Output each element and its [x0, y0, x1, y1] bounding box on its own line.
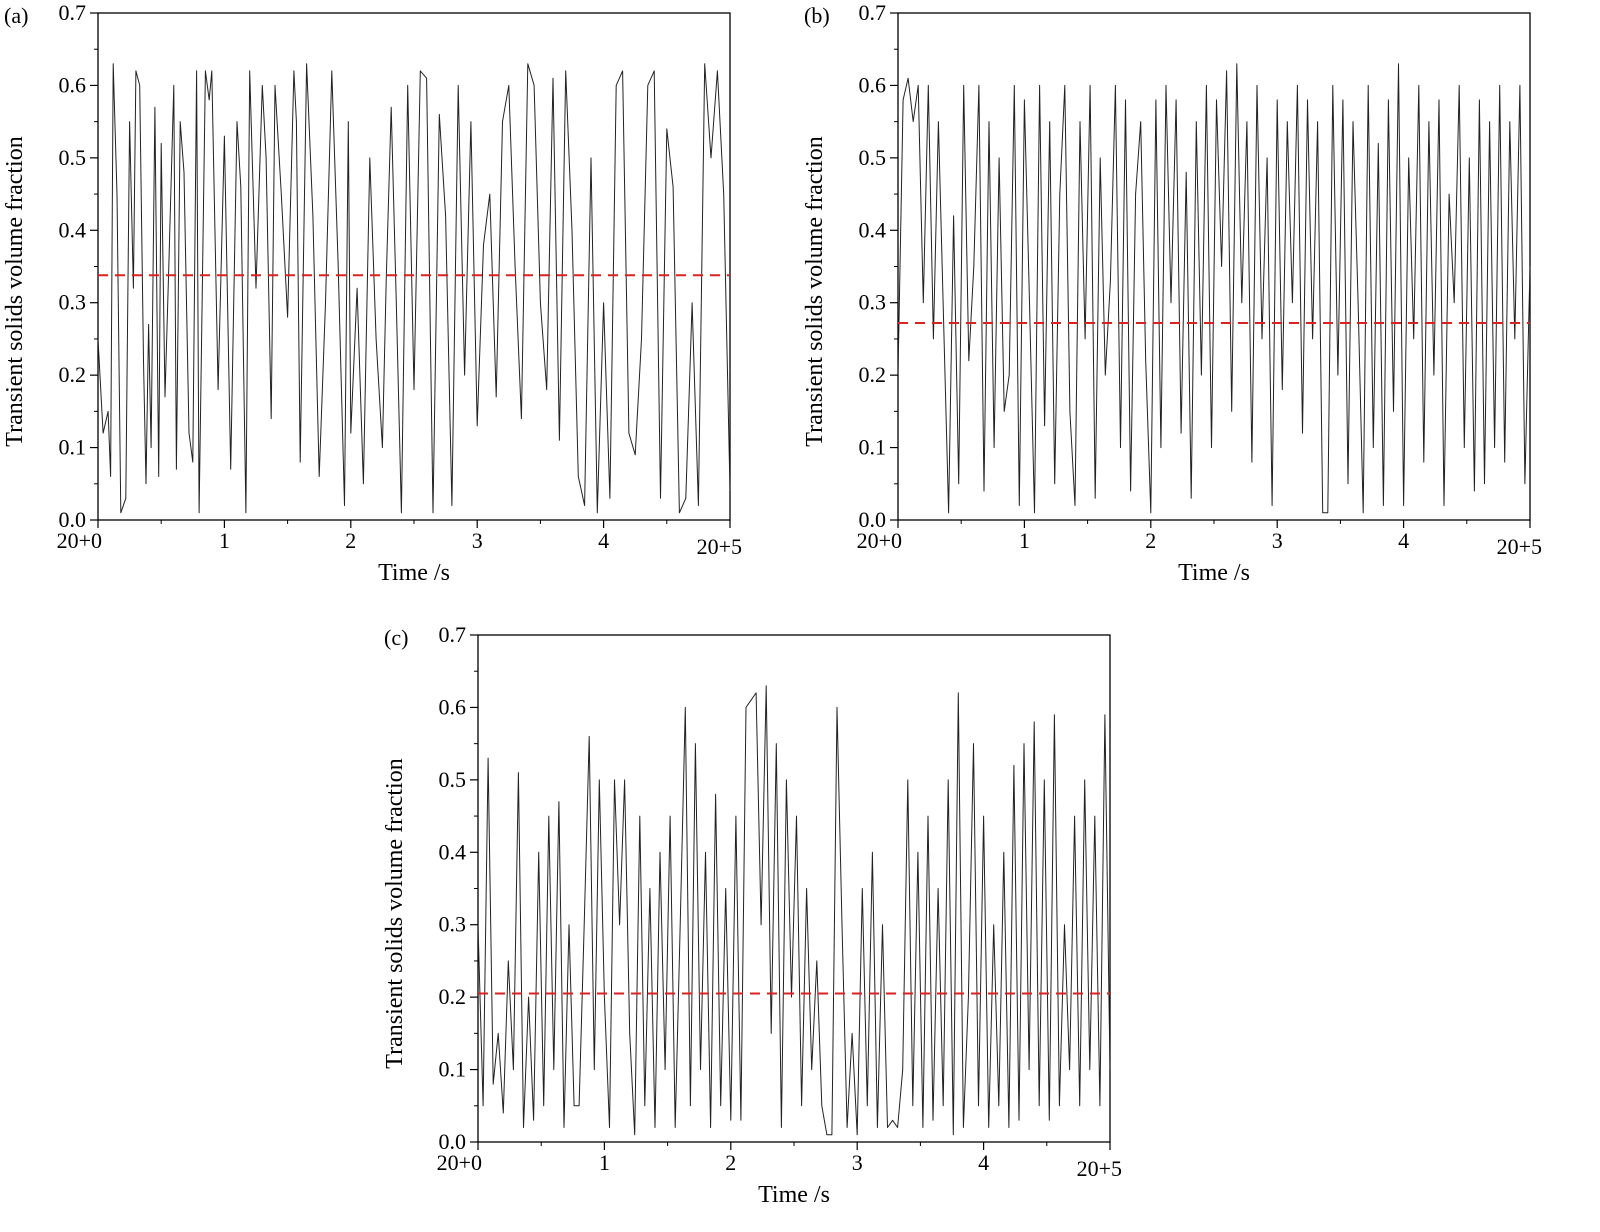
y-tick-label: 0.7	[59, 0, 87, 25]
y-tick-label: 0.3	[859, 290, 887, 315]
x-tick-label: 20+5	[697, 534, 742, 559]
y-tick-label: 0.6	[439, 694, 467, 719]
y-axis-title: Transient solids volume fraction	[382, 758, 408, 1068]
x-tick-label: 20+5	[1077, 1156, 1122, 1181]
x-axis-title: Time /s	[378, 560, 450, 586]
y-tick-label: 0.4	[439, 839, 467, 864]
y-tick-label: 0.2	[59, 362, 87, 387]
x-tick-label: 2	[1145, 528, 1156, 553]
panel-label: (a)	[4, 3, 28, 28]
y-tick-label: 0.0	[59, 507, 87, 532]
x-tick-label: 20+0	[57, 528, 102, 553]
x-tick-label: 3	[852, 1150, 863, 1175]
chart-panel-c: 0.0 0.1 0.2 0.3 0.4 0.5 0.6 0.7 20+0 1 2 3 4 20+5 Time…	[380, 622, 1170, 1227]
y-tick-label: 0.5	[439, 767, 467, 792]
y-axis-title: Transient solids volume fraction	[2, 136, 28, 446]
x-axis-title: Time /s	[1178, 560, 1250, 586]
y-tick-label: 0.2	[859, 362, 887, 387]
y-tick-label: 0.4	[859, 217, 887, 242]
x-tick-label: 1	[219, 528, 230, 553]
y-tick-label: 0.1	[439, 1057, 467, 1082]
panel-label: (b)	[804, 3, 830, 28]
x-tick-label: 3	[472, 528, 483, 553]
x-tick-label: 4	[1398, 528, 1409, 553]
y-tick-label: 0.3	[59, 290, 87, 315]
x-tick-label: 20+0	[437, 1150, 482, 1175]
y-tick-label: 0.1	[59, 435, 87, 460]
y-tick-label: 0.0	[439, 1129, 467, 1154]
chart-c: 0.0 0.1 0.2 0.3 0.4 0.5 0.6 0.7 20+0 1 2 3 4 20+5 Time…	[382, 622, 1122, 1208]
panel-label: (c)	[384, 625, 408, 650]
y-tick-label: 0.6	[59, 72, 87, 97]
x-tick-label: 1	[1019, 528, 1030, 553]
x-tick-label: 20+0	[857, 528, 902, 553]
chart-a: 0.0 0.1 0.2 0.3 0.4 0.5 0.6 0.7 20+0 1 2 3 4 20+5 Time…	[2, 0, 742, 586]
y-tick-label: 0.5	[59, 145, 87, 170]
series-line	[477, 685, 1111, 1136]
y-tick-label: 0.7	[439, 622, 467, 647]
y-tick-label: 0.1	[859, 435, 887, 460]
y-tick-label: 0.0	[859, 507, 887, 532]
x-tick-label: 4	[598, 528, 609, 553]
chart-panel-a: 0.0 0.1 0.2 0.3 0.4 0.5 0.6 0.7 20+0 1 2 3 4 20+5 Time…	[0, 0, 790, 605]
series-line	[897, 63, 1531, 514]
x-tick-label: 3	[1272, 528, 1283, 553]
y-tick-label: 0.2	[439, 984, 467, 1009]
y-tick-label: 0.6	[859, 72, 887, 97]
chart-panel-b: 0.0 0.1 0.2 0.3 0.4 0.5 0.6 0.7 20+0 1 2 3 4 20+5 Time…	[800, 0, 1590, 605]
y-tick-label: 0.3	[439, 912, 467, 937]
x-tick-label: 2	[725, 1150, 736, 1175]
y-tick-label: 0.5	[859, 145, 887, 170]
x-tick-label: 4	[978, 1150, 989, 1175]
x-tick-label: 1	[599, 1150, 610, 1175]
x-tick-label: 2	[345, 528, 356, 553]
y-axis-title: Transient solids volume fraction	[802, 136, 828, 446]
y-tick-label: 0.4	[59, 217, 87, 242]
y-tick-label: 0.7	[859, 0, 887, 25]
series-line	[97, 63, 731, 514]
chart-b: 0.0 0.1 0.2 0.3 0.4 0.5 0.6 0.7 20+0 1 2 3 4 20+5 Time…	[802, 0, 1542, 586]
x-tick-label: 20+5	[1497, 534, 1542, 559]
x-axis-title: Time /s	[758, 1182, 830, 1208]
